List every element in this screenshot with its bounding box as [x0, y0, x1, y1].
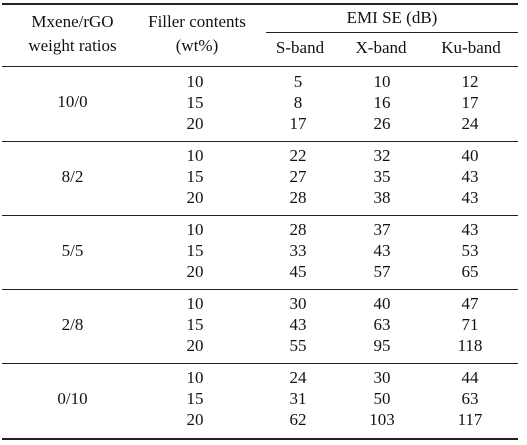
ku-band-cell: 17	[461, 93, 479, 112]
filler-cell: 20	[186, 410, 204, 429]
s-band-cell: 27	[289, 167, 307, 186]
ku-band-cell: 71	[461, 315, 479, 334]
filler-cell: 10	[186, 294, 204, 313]
s-band-cell: 33	[289, 241, 307, 260]
s-band-cell: 55	[289, 336, 307, 355]
header-emi-se: EMI SE (dB)	[346, 8, 438, 27]
filler-cell: 20	[186, 114, 204, 133]
filler-cell: 20	[186, 188, 204, 207]
group-divider	[2, 141, 518, 142]
x-band-cell: 63	[373, 315, 391, 334]
emi-subheader-rule	[266, 32, 518, 33]
x-band-cell: 40	[373, 294, 391, 313]
ku-band-cell: 47	[461, 294, 479, 313]
s-band-cell: 22	[289, 146, 307, 165]
header-ratio-line2: weight ratios	[28, 36, 117, 55]
table-top-rule	[2, 3, 518, 5]
x-band-cell: 57	[373, 262, 391, 281]
header-filler-line2: (wt%)	[175, 36, 219, 55]
s-band-cell: 43	[289, 315, 307, 334]
header-filler-line1: Filler contents	[148, 12, 246, 31]
s-band-cell: 45	[289, 262, 307, 281]
x-band-cell: 32	[373, 146, 391, 165]
s-band-cell: 62	[289, 410, 307, 429]
group-ratio: 10/0	[57, 92, 88, 111]
x-band-cell: 38	[373, 188, 391, 207]
s-band-cell: 31	[289, 389, 307, 408]
group-divider	[2, 289, 518, 290]
s-band-cell: 8	[293, 93, 303, 112]
s-band-cell: 5	[293, 72, 303, 91]
filler-cell: 15	[186, 389, 204, 408]
filler-cell: 20	[186, 262, 204, 281]
group-divider	[2, 215, 518, 216]
filler-cell: 15	[186, 241, 204, 260]
ku-band-cell: 40	[461, 146, 479, 165]
group-ratio: 0/10	[57, 389, 88, 408]
x-band-cell: 43	[373, 241, 391, 260]
s-band-cell: 28	[289, 220, 307, 239]
x-band-cell: 103	[369, 410, 395, 429]
ku-band-cell: 24	[461, 114, 479, 133]
x-band-cell: 35	[373, 167, 391, 186]
s-band-cell: 17	[289, 114, 307, 133]
filler-cell: 15	[186, 315, 204, 334]
x-band-cell: 10	[373, 72, 391, 91]
ku-band-cell: 43	[461, 220, 479, 239]
group-ratio: 8/2	[61, 167, 84, 186]
ku-band-cell: 118	[457, 336, 483, 355]
x-band-cell: 50	[373, 389, 391, 408]
header-x-band: X-band	[355, 38, 407, 57]
header-ku-band: Ku-band	[441, 38, 501, 57]
x-band-cell: 26	[373, 114, 391, 133]
header-ratio-line1: Mxene/rGO	[31, 12, 114, 31]
group-ratio: 5/5	[61, 241, 84, 260]
ku-band-cell: 65	[461, 262, 479, 281]
s-band-cell: 30	[289, 294, 307, 313]
filler-cell: 15	[186, 167, 204, 186]
header-bottom-rule	[2, 66, 518, 67]
group-divider	[2, 363, 518, 364]
x-band-cell: 30	[373, 368, 391, 387]
ku-band-cell: 43	[461, 188, 479, 207]
filler-cell: 20	[186, 336, 204, 355]
s-band-cell: 28	[289, 188, 307, 207]
x-band-cell: 95	[373, 336, 391, 355]
filler-cell: 15	[186, 93, 204, 112]
x-band-cell: 16	[373, 93, 391, 112]
filler-cell: 10	[186, 72, 204, 91]
x-band-cell: 37	[373, 220, 391, 239]
ku-band-cell: 63	[461, 389, 479, 408]
filler-cell: 10	[186, 146, 204, 165]
table-bottom-rule	[2, 438, 518, 440]
filler-cell: 10	[186, 220, 204, 239]
ku-band-cell: 53	[461, 241, 479, 260]
ku-band-cell: 43	[461, 167, 479, 186]
ku-band-cell: 12	[461, 72, 479, 91]
group-ratio: 2/8	[61, 315, 84, 334]
ku-band-cell: 117	[457, 410, 483, 429]
header-s-band: S-band	[275, 38, 325, 57]
ku-band-cell: 44	[461, 368, 479, 387]
s-band-cell: 24	[289, 368, 307, 387]
filler-cell: 10	[186, 368, 204, 387]
